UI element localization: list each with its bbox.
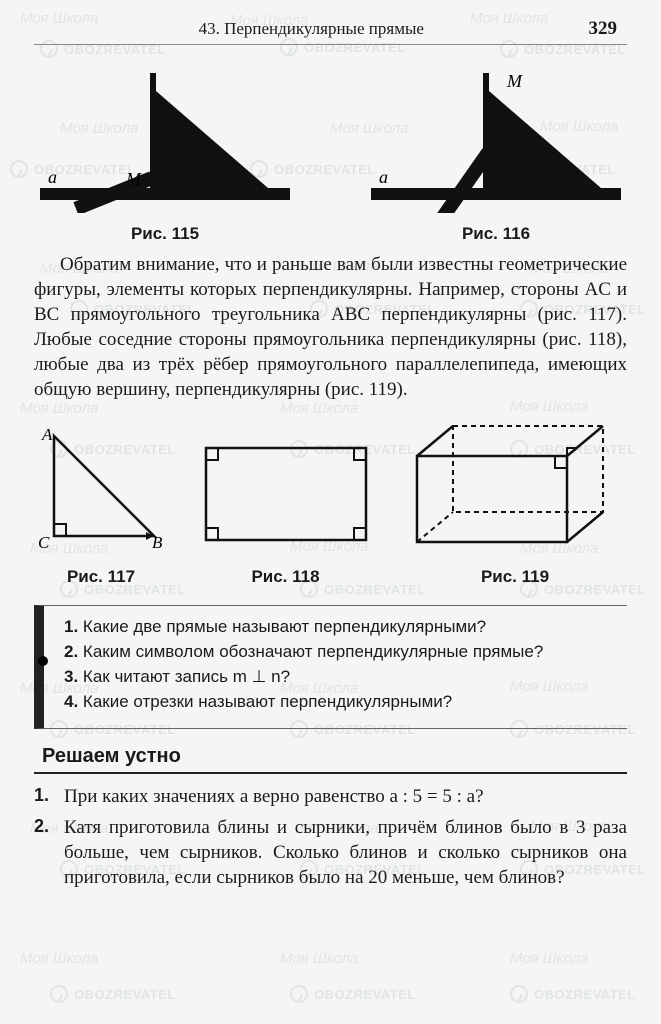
exercise-text: При каких значениях a верно равенство a … [64,784,627,809]
bullet-icon [38,656,48,666]
label-a: a [48,167,57,187]
exercise-list: 1. При каких значениях a верно равенство… [34,784,627,890]
label-C: C [38,533,50,552]
figure-116: a M Рис. 116 [371,63,621,244]
figure-row-mid: A C B Рис. 117 Рис. 118 [36,416,625,587]
figure-117-caption: Рис. 117 [36,567,166,587]
exercise-number: 2. [34,815,64,890]
figure-119-caption: Рис. 119 [405,567,625,587]
question-item: 4. Какие отрезки называют перпендикулярн… [64,691,613,714]
figure-118-svg [191,426,381,556]
exercise-text: Катя приготовила блины и сырники, причём… [64,815,627,890]
figure-115-caption: Рис. 115 [40,224,290,244]
figure-117-svg: A C B [36,426,166,556]
page-header: 43. Перпендикулярные прямые 329 [34,18,627,45]
figure-119-svg [405,416,625,556]
label-M: M [506,71,523,91]
exercise-item: 2. Катя приготовила блины и сырники, при… [34,815,627,890]
figure-115-svg: a M [40,63,290,213]
label-A: A [41,426,53,444]
figure-115: a M Рис. 115 [40,63,290,244]
chapter-title: 43. Перпендикулярные прямые [34,19,589,39]
label-M: M [125,169,142,189]
question-item: 2. Каким символом обозначают перпендикул… [64,641,613,664]
paragraph-text: Обратим внимание, что и раньше вам были … [34,254,627,400]
exercise-number: 1. [34,784,64,809]
figure-118-caption: Рис. 118 [191,567,381,587]
exercise-item: 1. При каких значениях a верно равенство… [34,784,627,809]
question-box: 1. Какие две прямые называют перпендикул… [34,605,627,729]
page: 43. Перпендикулярные прямые 329 a M Рис.… [0,0,661,917]
figure-118: Рис. 118 [191,426,381,587]
label-a: a [379,167,388,187]
question-item: 1. Какие две прямые называют перпендикул… [64,616,613,639]
section-oral-heading: Решаем устно [34,739,627,774]
question-item: 3. Как читают запись m ⊥ n? [64,666,613,689]
figure-116-svg: a M [371,63,621,213]
figure-117: A C B Рис. 117 [36,426,166,587]
question-list: 1. Какие две прямые называют перпендикул… [64,616,613,714]
figure-row-top: a M Рис. 115 a M Рис. 116 [40,63,621,244]
page-number: 329 [589,18,618,40]
figure-116-caption: Рис. 116 [371,224,621,244]
figure-119: Рис. 119 [405,416,625,587]
paragraph-main: Обратим внимание, что и раньше вам были … [34,252,627,402]
